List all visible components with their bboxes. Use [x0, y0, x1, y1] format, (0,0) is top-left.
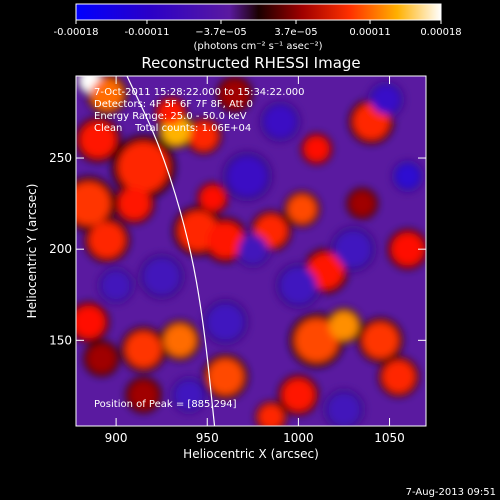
image-blob — [158, 99, 184, 126]
image-blob — [86, 343, 117, 374]
image-blob — [362, 322, 399, 359]
image-blob — [143, 258, 180, 295]
image-blob — [280, 267, 317, 304]
image-blob — [189, 121, 219, 151]
image-blob — [101, 271, 131, 301]
image-blob — [125, 331, 162, 368]
info-detectors: Detectors: 4F 5F 6F 7F 8F, Att 0 — [94, 99, 253, 110]
x-axis-ticks: 900 950 1000 1050 — [105, 76, 405, 445]
image-blob — [220, 79, 250, 109]
y-axis-ticks: 150 200 250 — [49, 151, 426, 347]
image-blob — [329, 311, 359, 341]
image-blob — [207, 221, 244, 259]
x-tick-label: 900 — [105, 431, 128, 445]
image-blob — [349, 190, 375, 217]
image-blob — [391, 232, 425, 266]
y-tick-label: 200 — [49, 242, 72, 256]
y-axis-label: Heliocentric Y (arcsec) — [25, 184, 39, 319]
image-blob — [395, 163, 421, 190]
image-blob — [327, 393, 361, 426]
image-blob — [76, 305, 106, 339]
colorbar-tick-label: −3.7e−05 — [195, 27, 247, 38]
image-blob — [207, 303, 244, 341]
image-blob — [258, 404, 284, 426]
info-box: 7-Oct-2011 15:28:22.000 to 15:34:22.000 … — [94, 87, 305, 134]
image-blob — [371, 85, 401, 115]
footer-date: 7-Aug-2013 09:51 — [406, 487, 496, 498]
colorbar-tick-label: 0.00011 — [349, 27, 390, 38]
image-blob — [117, 141, 169, 193]
image-blob — [263, 105, 297, 138]
image-blob — [163, 323, 197, 357]
colorbar-gradient — [75, 3, 442, 21]
image-blob — [90, 77, 124, 111]
colorbar: -0.00018 -0.00011 −3.7e−05 3.7e−05 0.00011 0.… — [54, 3, 462, 52]
colorbar-tick-label: 3.7e−05 — [274, 27, 317, 38]
image-blob — [79, 121, 117, 159]
image-blob — [294, 318, 339, 363]
image-blob — [287, 194, 317, 224]
image-blob — [303, 136, 330, 162]
peak-marker — [79, 76, 98, 87]
colorbar-unit-label: (photons cm⁻² s⁻¹ asec⁻²) — [193, 41, 322, 52]
colorbar-tick-label: -0.00018 — [54, 27, 99, 38]
image-blob — [117, 187, 151, 221]
image-blob — [174, 380, 204, 410]
image-blob — [334, 230, 372, 268]
x-tick-label: 1050 — [374, 431, 405, 445]
colorbar-tick-label: -0.00011 — [124, 27, 169, 38]
image-blobs — [76, 76, 426, 426]
peak-position-label: Position of Peak = [885,294] — [94, 399, 237, 410]
x-axis-label: Heliocentric X (arcsec) — [183, 447, 319, 461]
image-blob — [199, 185, 226, 211]
y-tick-label: 250 — [49, 151, 72, 165]
x-tick-label: 950 — [196, 431, 219, 445]
info-energy-range: Energy Range: 25.0 - 50.0 keV — [94, 111, 247, 122]
image-blob — [207, 358, 244, 396]
x-tick-label: 1000 — [283, 431, 314, 445]
image-blob — [88, 221, 126, 259]
image-blob — [238, 234, 268, 264]
image-blob — [307, 252, 344, 290]
info-clean-counts: Clean Total counts: 1.06E+04 — [94, 123, 251, 134]
solar-limb-line — [126, 76, 216, 426]
plot-area: 900 950 1000 1050 150 200 250 — [49, 75, 427, 445]
info-time-range: 7-Oct-2011 15:28:22.000 to 15:34:22.000 — [94, 87, 305, 98]
colorbar-tick-label: 0.00018 — [420, 27, 461, 38]
colorbar-ticks: -0.00018 -0.00011 −3.7e−05 3.7e−05 0.00011 0.… — [54, 20, 462, 38]
image-blob — [128, 380, 159, 410]
image-blob — [227, 156, 268, 197]
y-tick-label: 150 — [49, 333, 72, 347]
image-blob — [382, 360, 416, 394]
image-blob — [281, 378, 315, 412]
plot-frame — [75, 75, 427, 427]
chart-title: Reconstructed RHESSI Image — [141, 54, 360, 72]
image-blob — [76, 181, 111, 226]
